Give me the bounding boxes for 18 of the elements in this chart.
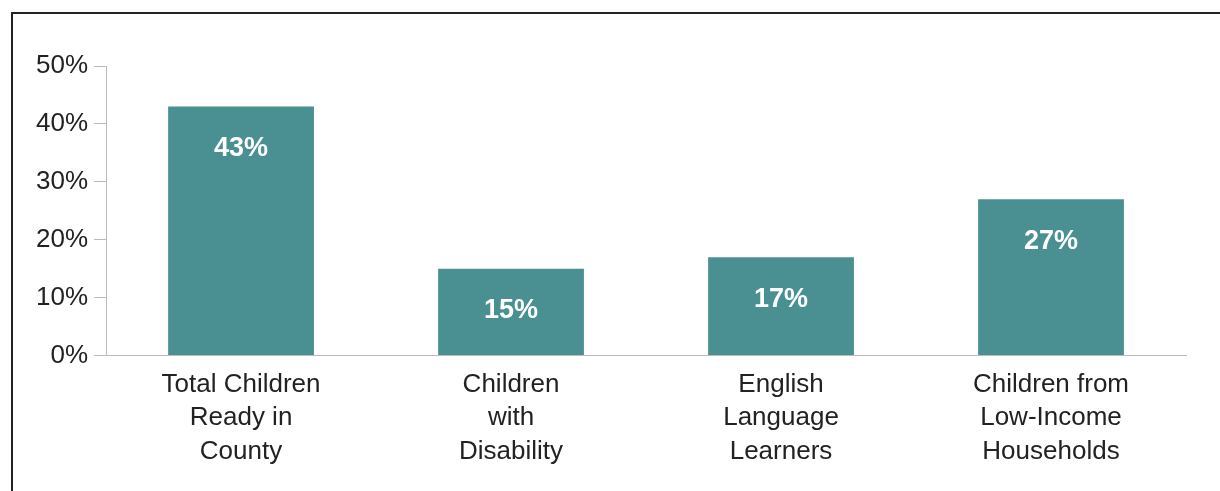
data-label: 43%: [214, 132, 269, 162]
y-tick-label: 50%: [35, 49, 89, 80]
data-label: 15%: [484, 294, 539, 325]
x-tick-label: Children from Low-Income Households: [972, 367, 1130, 466]
data-label: 27%: [1023, 224, 1079, 255]
x-tick-label: English Language Learners: [723, 367, 839, 466]
y-tick-label: 40%: [35, 107, 89, 138]
x-tick-label: Total Children Ready in County: [161, 367, 321, 466]
data-label: 17%: [753, 282, 809, 313]
y-tick-label: 10%: [35, 280, 89, 311]
bar: [708, 257, 854, 356]
bar: [168, 106, 314, 356]
x-tick-label: Children with Disability: [459, 367, 564, 466]
bar: [438, 268, 584, 356]
y-tick-label: 20%: [35, 222, 89, 253]
bar: [978, 199, 1124, 356]
y-tick-label: 0%: [50, 338, 89, 369]
y-tick-label: 30%: [35, 165, 89, 196]
